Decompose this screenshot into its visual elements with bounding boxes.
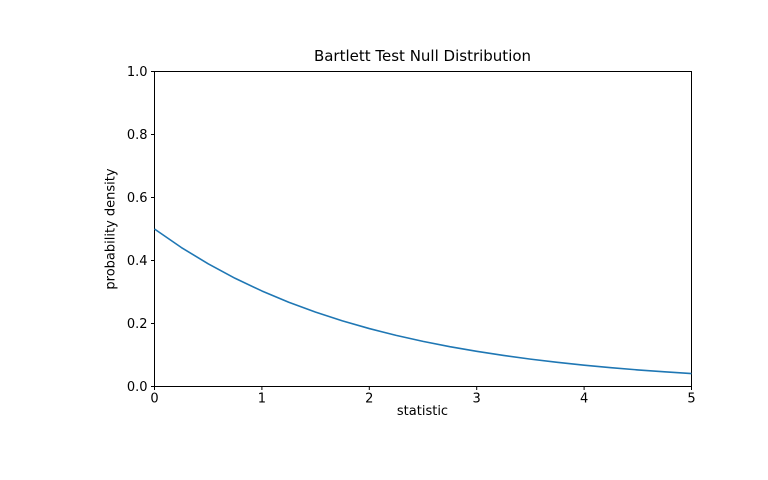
- x-tick-label: 0: [150, 392, 158, 407]
- y-tick-label: 0.4: [127, 254, 148, 269]
- density-curve: [154, 228, 692, 375]
- x-tick-label: 2: [365, 392, 373, 407]
- y-tick-label: 0.0: [127, 380, 148, 395]
- y-axis-label-text: probability density: [103, 168, 119, 290]
- x-tick-label: 1: [258, 392, 266, 407]
- y-tick-label: 0.2: [127, 317, 148, 332]
- x-axis-label: statistic: [396, 404, 449, 419]
- x-tick-label: 5: [687, 392, 695, 407]
- x-tick-label: 3: [473, 392, 481, 407]
- chart-title: Bartlett Test Null Distribution: [313, 47, 532, 65]
- y-tick-label: 0.6: [127, 191, 148, 206]
- plot-border: [154, 71, 692, 387]
- y-tick-label: 0.8: [127, 128, 148, 143]
- y-tick-label: 1.0: [127, 65, 148, 80]
- x-tick-label: 4: [580, 392, 588, 407]
